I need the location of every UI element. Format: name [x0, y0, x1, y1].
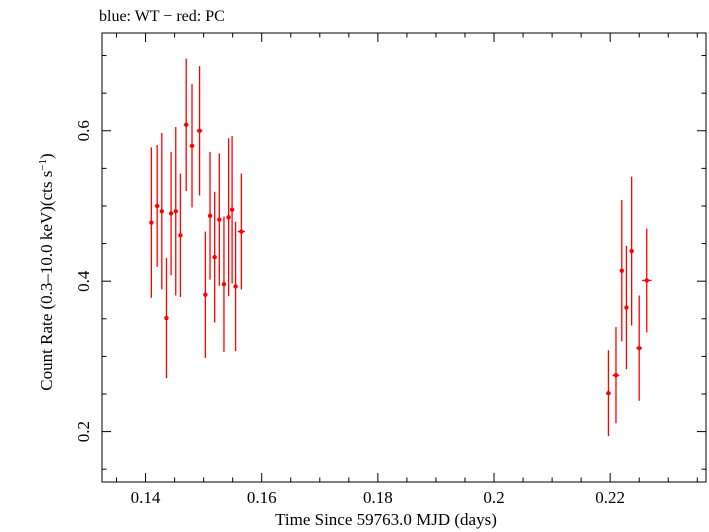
point-marker — [606, 391, 611, 396]
x-axis: 0.14 0.16 0.18 0.2 0.22 — [116, 33, 698, 507]
y-tick-label: 0.4 — [74, 270, 93, 292]
data-point — [636, 295, 643, 401]
data-point — [203, 231, 208, 358]
data-point — [612, 327, 620, 424]
data-point — [624, 245, 629, 370]
point-marker — [221, 281, 227, 287]
y-tick-label: 0.6 — [74, 120, 93, 141]
data-layer — [149, 58, 652, 437]
x-tick-label: 0.22 — [595, 488, 625, 507]
data-point — [237, 173, 245, 290]
y-axis: 0.2 0.4 0.6 — [74, 55, 706, 470]
y-axis-label-main: Count Rate (0.3–10.0 keV)(cts s — [37, 171, 56, 391]
x-tick-label: 0.18 — [363, 488, 393, 507]
point-marker — [184, 122, 189, 127]
data-point — [629, 176, 634, 326]
data-point — [606, 350, 611, 437]
data-point — [226, 138, 231, 297]
point-marker — [189, 143, 195, 149]
data-point — [183, 58, 189, 191]
plot-frame — [101, 32, 707, 483]
data-point — [217, 153, 222, 286]
point-marker — [168, 211, 174, 216]
x-axis-label: Time Since 59763.0 MJD (days) — [275, 510, 497, 529]
point-marker — [173, 209, 178, 214]
point-marker — [624, 305, 629, 310]
data-point — [207, 151, 213, 280]
point-marker — [164, 315, 169, 321]
data-point — [196, 66, 203, 196]
point-marker — [154, 203, 160, 209]
point-marker — [233, 284, 238, 289]
data-point — [189, 84, 195, 208]
point-marker — [203, 292, 208, 297]
data-point — [212, 191, 217, 323]
x-tick-label: 0.16 — [247, 488, 277, 507]
point-marker — [212, 254, 217, 260]
point-marker — [239, 229, 244, 234]
point-marker — [613, 373, 619, 378]
point-marker — [619, 268, 624, 273]
point-marker — [226, 215, 231, 220]
point-marker — [178, 233, 183, 238]
chart-title: blue: WT − red: PC — [99, 8, 225, 25]
y-tick-label: 0.2 — [74, 421, 93, 442]
data-point — [233, 221, 238, 352]
y-axis-label-superscript: −1 — [37, 159, 49, 171]
y-axis-label-end: ) — [37, 153, 56, 159]
data-point — [229, 136, 235, 284]
data-point — [642, 228, 652, 333]
data-point — [168, 151, 174, 276]
data-point — [221, 216, 227, 352]
data-point — [154, 145, 160, 267]
point-marker — [207, 213, 213, 218]
point-marker — [229, 207, 235, 212]
point-marker — [197, 128, 202, 133]
point-marker — [149, 220, 154, 225]
x-tick-label: 0.14 — [131, 488, 161, 507]
data-point — [173, 127, 178, 296]
data-point — [159, 133, 165, 290]
point-marker — [217, 217, 222, 222]
data-point — [178, 173, 183, 297]
data-point — [619, 199, 624, 342]
point-marker — [644, 278, 649, 283]
data-point — [149, 147, 154, 298]
point-marker — [629, 248, 634, 254]
x-tick-label: 0.2 — [483, 488, 504, 507]
point-marker — [637, 345, 642, 351]
y-axis-label: Count Rate (0.3–10.0 keV)(cts s−1) — [37, 153, 56, 390]
data-point — [164, 257, 169, 379]
point-marker — [159, 209, 165, 214]
